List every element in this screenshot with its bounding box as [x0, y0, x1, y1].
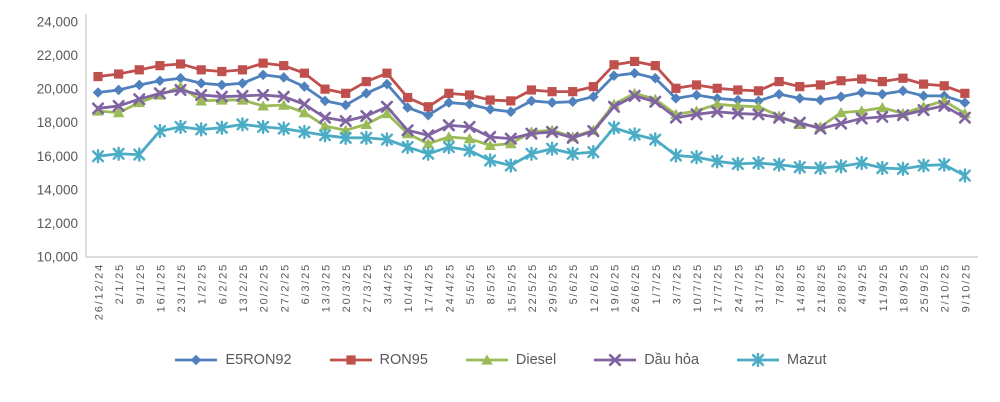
y-axis-tick-label: 14,000	[37, 182, 78, 197]
legend-label: Diesel	[515, 352, 557, 368]
y-axis-tick-label: 10,000	[37, 250, 78, 265]
x-axis-tick-label: 26/12/24	[94, 263, 106, 320]
x-axis-tick-label: 24/7/25	[733, 263, 745, 312]
chart-legend: E5RON92 RON95 Diesel Dầu hỏa Mazut	[0, 352, 1000, 368]
x-axis-tick-label: 3/7/25	[671, 263, 683, 304]
x-axis-tick-label: 24/4/25	[444, 263, 456, 312]
x-axis-tick-label: 17/7/25	[713, 263, 725, 312]
x-axis-tick-label: 9/1/25	[135, 263, 147, 304]
x-axis-tick-label: 10/4/25	[403, 263, 415, 312]
x-axis-tick-label: 4/9/25	[857, 263, 869, 304]
legend-label: Mazut	[787, 352, 827, 368]
x-axis-tick-label: 27/3/25	[362, 263, 374, 312]
x-axis-tick-label: 22/5/25	[527, 263, 539, 312]
x-axis-tick-label: 16/1/25	[155, 263, 167, 312]
legend-swatch	[175, 354, 218, 366]
legend-item-Mazut: Mazut	[735, 352, 827, 368]
x-axis-tick-label: 3/4/25	[382, 263, 394, 304]
x-axis-tick-label: 5/5/25	[465, 263, 477, 304]
x-axis-tick-label: 25/9/25	[919, 263, 931, 312]
legend-item-Dầu hỏa: Dầu hỏa	[592, 352, 699, 368]
x-axis-tick-label: 1/2/25	[197, 263, 209, 304]
y-axis-tick-label: 16,000	[37, 149, 78, 164]
x-axis-tick-label: 6/2/25	[217, 263, 229, 304]
legend-label: E5RON92	[225, 352, 292, 368]
legend-item-E5RON92: E5RON92	[173, 352, 292, 368]
legend-swatch	[329, 355, 372, 365]
series-Dầu hỏa	[91, 83, 971, 145]
legend-swatch	[594, 353, 637, 367]
x-axis-tick-label: 8/5/25	[486, 263, 498, 304]
y-axis-tick-label: 22,000	[37, 48, 78, 63]
x-axis-tick-label: 17/4/25	[424, 263, 436, 312]
x-axis-tick-label: 14/8/25	[795, 263, 807, 312]
x-axis-tick-label: 20/2/25	[259, 263, 271, 312]
x-axis-tick-label: 11/9/25	[878, 263, 890, 311]
x-axis-tick-label: 26/6/25	[630, 263, 642, 312]
x-axis-tick-label: 7/8/25	[775, 263, 787, 304]
x-axis-tick-label: 20/3/25	[341, 263, 353, 312]
x-axis-tick-label: 12/6/25	[589, 263, 601, 312]
x-axis-tick-label: 19/6/25	[610, 263, 622, 312]
x-axis-tick-label: 6/3/25	[300, 263, 312, 304]
x-axis-tick-label: 29/5/25	[548, 263, 560, 312]
x-axis-tick-label: 15/5/25	[506, 263, 518, 312]
legend-label: Dầu hỏa	[644, 352, 700, 368]
x-axis-tick-label: 13/3/25	[321, 263, 333, 312]
series-E5RON92	[92, 67, 971, 121]
x-axis-tick-label: 21/8/25	[816, 263, 828, 312]
x-axis-tick-label: 28/8/25	[837, 263, 849, 312]
legend-item-Diesel: Diesel	[464, 352, 556, 368]
x-axis-tick-label: 1/7/25	[651, 263, 663, 304]
y-axis-tick-label: 18,000	[37, 115, 78, 130]
x-axis-tick-label: 5/6/25	[568, 263, 580, 304]
y-axis-tick-label: 20,000	[37, 82, 78, 97]
series-Mazut	[91, 117, 971, 183]
series-RON95	[93, 56, 970, 112]
legend-item-RON95: RON95	[328, 352, 428, 368]
y-axis-tick-label: 12,000	[37, 216, 78, 231]
legend-swatch	[737, 352, 780, 368]
y-axis-tick-label: 24,000	[37, 15, 78, 30]
price-chart-svg: 10,000 12,000 14,000 16,000 18,000 20,000 22,0…	[37, 14, 978, 320]
x-axis-tick-label: 18/9/25	[898, 263, 910, 312]
x-axis-tick-label: 2/10/25	[940, 263, 952, 312]
x-axis-tick-label: 10/7/25	[692, 263, 704, 312]
x-axis-tick-label: 31/7/25	[754, 263, 766, 312]
plot-area: 10,000 12,000 14,000 16,000 18,000 20,000 22,0…	[37, 14, 978, 320]
legend-swatch	[465, 354, 508, 365]
x-axis-tick-label: 13/2/25	[238, 263, 250, 312]
x-axis-tick-label: 27/2/25	[279, 263, 291, 312]
x-axis-tick-label: 2/1/25	[114, 263, 126, 304]
x-axis-tick-label: 9/10/25	[960, 263, 972, 312]
legend-label: RON95	[379, 352, 428, 368]
x-axis-tick-label: 23/1/25	[176, 263, 188, 312]
